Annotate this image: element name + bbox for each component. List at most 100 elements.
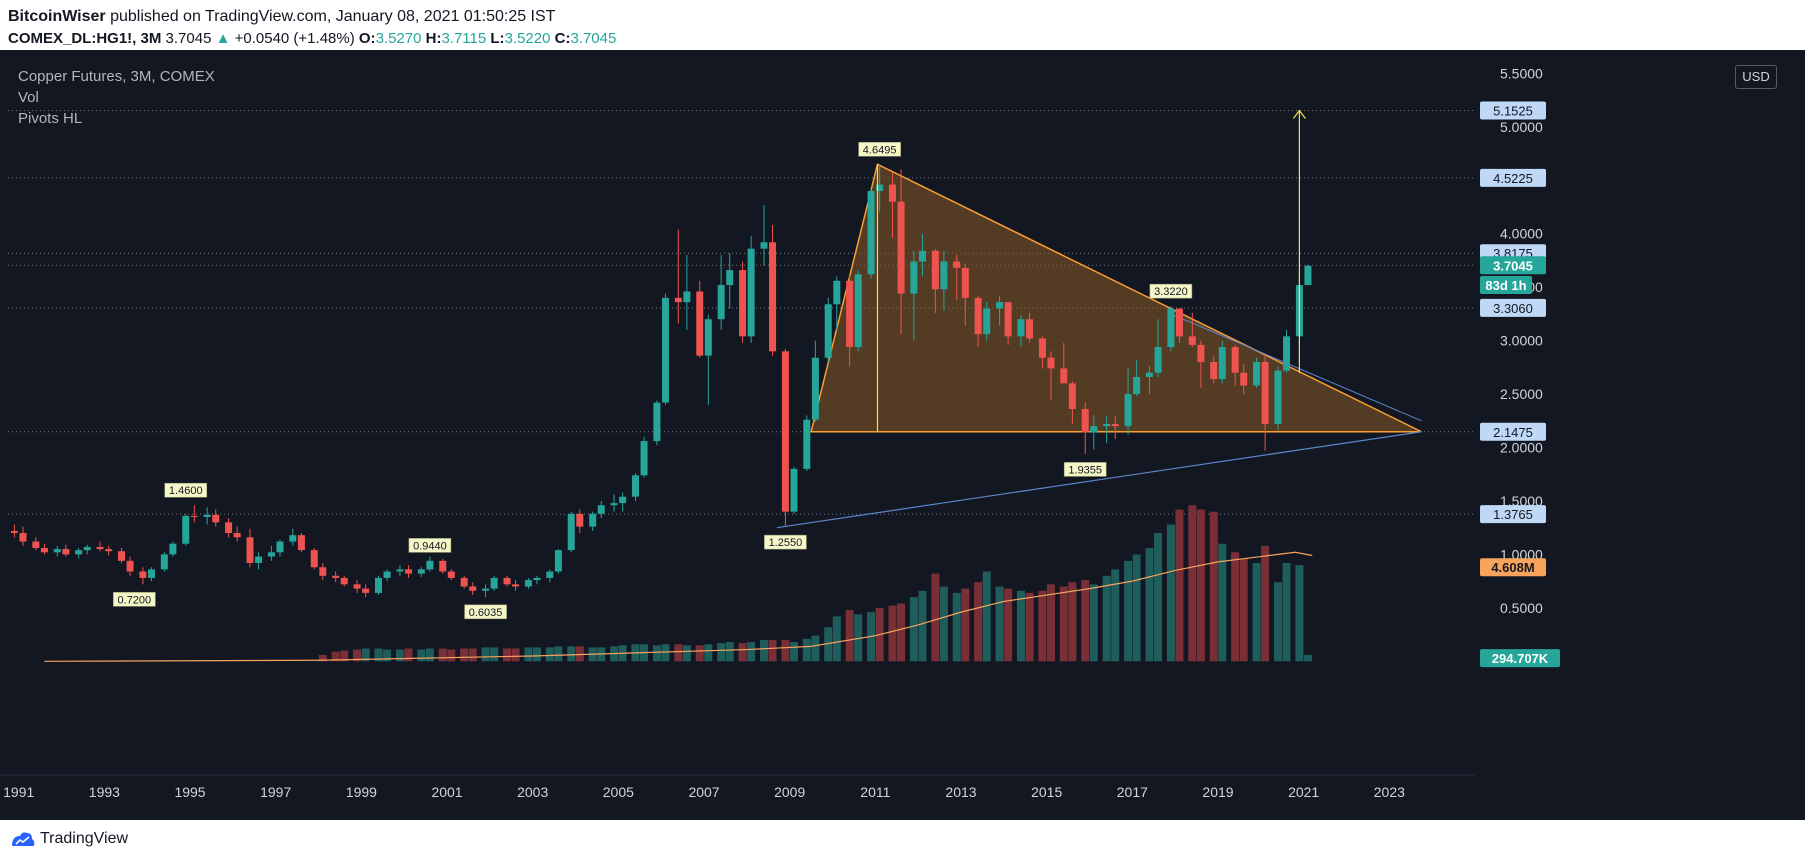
candle-body[interactable] (726, 270, 734, 286)
candle-body[interactable] (383, 571, 391, 578)
candle-body[interactable] (610, 503, 618, 506)
candle-body[interactable] (139, 571, 147, 578)
candle-body[interactable] (40, 548, 48, 553)
candle-body[interactable] (447, 571, 455, 578)
candle-body[interactable] (867, 190, 875, 275)
axis-price-tag[interactable] (1480, 422, 1546, 441)
candle-body[interactable] (1154, 347, 1162, 373)
candle-body[interactable] (482, 588, 490, 591)
candle-body[interactable] (961, 267, 969, 298)
candle-body[interactable] (674, 297, 682, 303)
axis-price-tag[interactable] (1480, 558, 1546, 577)
legend-title[interactable]: Copper Futures, 3M, COMEX (18, 68, 215, 85)
candle-body[interactable] (576, 513, 584, 527)
candle-body[interactable] (1197, 344, 1205, 362)
candle-body[interactable] (233, 533, 241, 538)
candle-body[interactable] (888, 184, 896, 202)
candle-body[interactable] (781, 351, 789, 512)
candle-body[interactable] (1124, 394, 1132, 427)
candle-body[interactable] (83, 546, 91, 551)
legend-vol[interactable]: Vol (18, 89, 39, 106)
candle-body[interactable] (503, 577, 511, 585)
candle-body[interactable] (374, 577, 382, 593)
candle-body[interactable] (53, 549, 61, 553)
candle-body[interactable] (833, 280, 841, 305)
candle-body[interactable] (203, 514, 211, 517)
axis-price-tag[interactable] (1480, 649, 1560, 668)
candle-body[interactable] (897, 201, 905, 294)
candle-body[interactable] (1218, 347, 1226, 380)
candle-body[interactable] (460, 577, 468, 587)
candle-body[interactable] (169, 543, 177, 555)
candle-body[interactable] (704, 319, 712, 356)
candle-body[interactable] (683, 291, 691, 303)
candle-body[interactable] (1047, 357, 1055, 369)
candle-body[interactable] (32, 541, 40, 548)
candle-body[interactable] (760, 242, 768, 249)
axis-price-tag[interactable] (1480, 505, 1546, 524)
candle-body[interactable] (546, 571, 554, 578)
candle-body[interactable] (319, 567, 327, 576)
candle-body[interactable] (589, 513, 597, 527)
candle-body[interactable] (1103, 424, 1111, 427)
candle-body[interactable] (974, 297, 982, 335)
candle-body[interactable] (533, 577, 541, 581)
resistance-extension-line[interactable] (1170, 313, 1422, 422)
candle-body[interactable] (417, 569, 425, 574)
axis-price-tag[interactable] (1480, 298, 1546, 317)
candle-body[interactable] (717, 285, 725, 320)
candle-body[interactable] (75, 550, 83, 555)
candle-body[interactable] (931, 250, 939, 290)
candle-body[interactable] (160, 554, 168, 570)
candle-body[interactable] (276, 541, 284, 553)
candle-body[interactable] (854, 274, 862, 348)
candle-body[interactable] (1210, 362, 1218, 380)
footer-brand[interactable]: TradingView (40, 830, 129, 847)
candle-body[interactable] (362, 588, 370, 593)
candle-body[interactable] (1145, 372, 1153, 377)
candle-body[interactable] (696, 291, 704, 356)
candle-body[interactable] (1167, 308, 1175, 348)
candle-body[interactable] (811, 357, 819, 420)
candle-body[interactable] (1261, 362, 1269, 424)
candle-body[interactable] (918, 250, 926, 262)
candle-body[interactable] (653, 402, 661, 442)
candle-body[interactable] (96, 546, 104, 550)
candle-body[interactable] (769, 242, 777, 352)
candle-body[interactable] (661, 297, 669, 403)
candle-body[interactable] (490, 577, 498, 589)
candle-body[interactable] (1274, 370, 1282, 424)
candle-body[interactable] (182, 515, 190, 544)
candle-body[interactable] (340, 577, 348, 585)
candle-body[interactable] (631, 475, 639, 497)
candle-body[interactable] (267, 552, 275, 557)
candle-body[interactable] (940, 261, 948, 290)
candle-body[interactable] (747, 248, 755, 337)
candle-body[interactable] (255, 556, 263, 563)
candle-body[interactable] (524, 580, 532, 587)
triangle-pattern[interactable] (810, 163, 1422, 433)
legend-pivots[interactable]: Pivots HL (18, 110, 83, 127)
candle-body[interactable] (953, 261, 961, 268)
candle-body[interactable] (1240, 372, 1248, 386)
candle-body[interactable] (212, 514, 220, 523)
candle-body[interactable] (1068, 383, 1076, 410)
candle-body[interactable] (1026, 319, 1034, 339)
candle-body[interactable] (126, 560, 134, 572)
candle-body[interactable] (289, 535, 297, 542)
candle-body[interactable] (190, 515, 198, 517)
candle-body[interactable] (803, 419, 811, 469)
candle-body[interactable] (1038, 338, 1046, 358)
candle-body[interactable] (19, 533, 27, 542)
candle-body[interactable] (1081, 409, 1089, 433)
candle-body[interactable] (1111, 424, 1119, 427)
candle-body[interactable] (332, 575, 340, 578)
candle-body[interactable] (426, 560, 434, 570)
axis-price-tag[interactable] (1480, 101, 1546, 120)
candle-body[interactable] (824, 304, 832, 358)
candle-body[interactable] (1231, 347, 1239, 373)
candle-body[interactable] (1090, 426, 1098, 433)
support-trend-line[interactable] (776, 431, 1422, 529)
candle-body[interactable] (910, 261, 918, 294)
currency-button[interactable]: USD (1735, 65, 1777, 89)
